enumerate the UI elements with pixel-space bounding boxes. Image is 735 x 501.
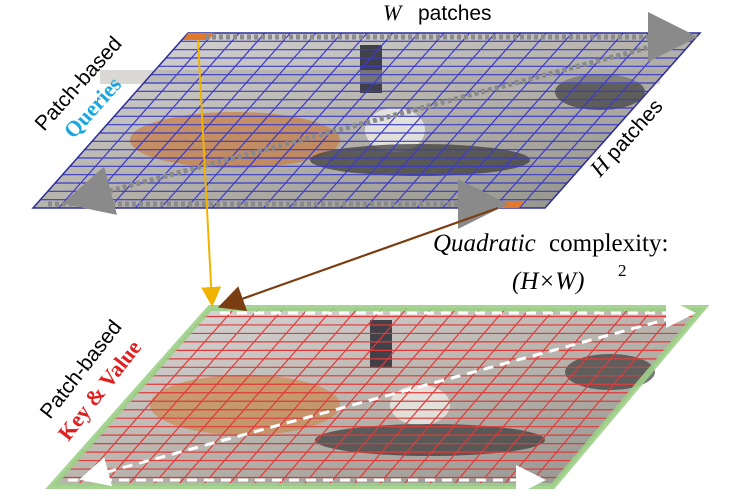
query-to-kv-arrow (197, 39, 222, 307)
complexity-rest: complexity: (549, 230, 668, 257)
kv-grid-column-line (101, 307, 260, 487)
w-symbol: W (383, 0, 403, 25)
kv-grid-column-line (452, 307, 605, 487)
kv-grid-column-line (327, 307, 482, 487)
key-value-panel (45, 298, 710, 495)
query-grid-column-line (160, 32, 317, 209)
svg-text:Quadratic complexity:: Quadratic complexity: (433, 230, 668, 257)
complexity-label: Quadratic complexity: (H×W) 2 (433, 230, 668, 295)
diagonal-scan-arrow (62, 34, 689, 215)
kv-diagonal-scan-arrow (79, 311, 691, 487)
query-grid-column-line (339, 32, 496, 209)
query-grid-column-line (390, 32, 547, 209)
complexity-arrow (217, 206, 499, 312)
kv-frame-outline (45, 305, 710, 489)
kv-grid-column-line (151, 307, 310, 487)
query-grid-column-line (416, 32, 573, 209)
query-grid-column-line (134, 32, 291, 209)
w-patches-label: W patches (383, 0, 492, 25)
kv-grid-column-line (226, 307, 384, 487)
query-grid-column-line (314, 32, 471, 209)
kv-grid-column-line (402, 307, 556, 487)
kv-grid-column-line (527, 307, 679, 487)
query-grid-column-line (442, 32, 599, 209)
query-grid-column-line (186, 32, 343, 209)
query-grid-column-line (211, 32, 368, 209)
query-patch-first (183, 33, 214, 40)
kv-grid-column-line (176, 307, 334, 487)
kv-grid-column-line (302, 307, 457, 487)
kv-grid-column-line (76, 307, 236, 487)
complexity-formula: (H×W) (512, 268, 584, 295)
kv-grid-column-line (352, 307, 507, 487)
query-grid-column-line (518, 32, 675, 209)
query-grid-column-line (365, 32, 522, 209)
query-grid-column-line (109, 32, 266, 209)
kv-grid-column-line (427, 307, 581, 487)
kv-grid-column-line (251, 307, 408, 487)
kv-grid-column-line (276, 307, 433, 487)
kv-grid-column-line (201, 307, 359, 487)
complexity-exponent: 2 (618, 261, 627, 280)
query-panel (31, 12, 702, 229)
w-patches-text: patches (418, 2, 492, 25)
complexity-italic-word: Quadratic (433, 230, 536, 257)
query-grid-column-line (237, 32, 394, 209)
kv-grid-column-line (502, 307, 655, 487)
kv-grid-column-line (377, 307, 531, 487)
kv-patch-grid (59, 307, 696, 487)
query-grid-column-line (262, 32, 419, 209)
kv-grid-column-line (126, 307, 285, 487)
query-frame-border (31, 32, 702, 209)
query-grid-column-line (493, 32, 650, 209)
